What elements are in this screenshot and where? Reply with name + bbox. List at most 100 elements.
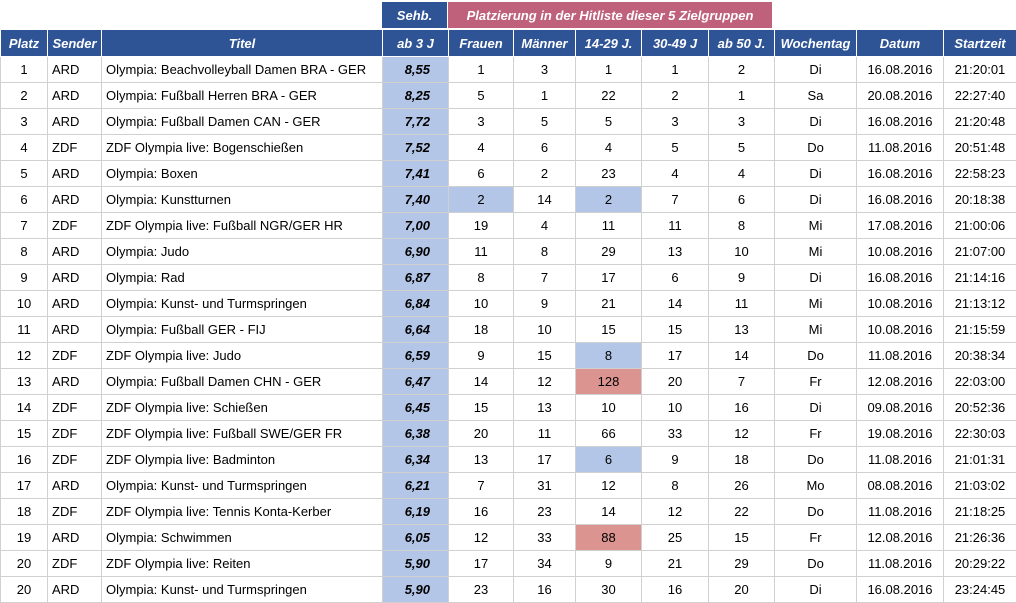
cell-30-49: 16 bbox=[642, 577, 709, 603]
cell-datum: 10.08.2016 bbox=[857, 291, 944, 317]
col-header-sender[interactable]: Sender bbox=[48, 30, 102, 57]
cell-ab-50: 18 bbox=[709, 447, 775, 473]
cell-startzeit: 21:00:06 bbox=[944, 213, 1016, 239]
cell-30-49: 17 bbox=[642, 343, 709, 369]
cell-platz: 11 bbox=[1, 317, 48, 343]
cell-wochentag: Mi bbox=[775, 291, 857, 317]
cell-platz: 8 bbox=[1, 239, 48, 265]
cell-14-29: 29 bbox=[576, 239, 642, 265]
cell-frauen: 4 bbox=[449, 135, 514, 161]
cell-30-49: 33 bbox=[642, 421, 709, 447]
cell-startzeit: 23:24:45 bbox=[944, 577, 1016, 603]
cell-platz: 14 bbox=[1, 395, 48, 421]
cell-maenner: 15 bbox=[514, 343, 576, 369]
col-header-30-49[interactable]: 30-49 J bbox=[642, 30, 709, 57]
cell-sehb: 5,90 bbox=[383, 551, 449, 577]
cell-14-29: 128 bbox=[576, 369, 642, 395]
cell-maenner: 33 bbox=[514, 525, 576, 551]
cell-startzeit: 21:03:02 bbox=[944, 473, 1016, 499]
cell-platz: 5 bbox=[1, 161, 48, 187]
cell-30-49: 8 bbox=[642, 473, 709, 499]
cell-ab-50: 5 bbox=[709, 135, 775, 161]
cell-ab-50: 1 bbox=[709, 83, 775, 109]
col-header-maenner[interactable]: Männer bbox=[514, 30, 576, 57]
cell-startzeit: 22:30:03 bbox=[944, 421, 1016, 447]
cell-sehb: 7,52 bbox=[383, 135, 449, 161]
col-header-wochentag[interactable]: Wochentag bbox=[775, 30, 857, 57]
cell-titel: Olympia: Kunst- und Turmspringen bbox=[102, 291, 383, 317]
cell-14-29: 17 bbox=[576, 265, 642, 291]
cell-sender: ARD bbox=[48, 57, 102, 83]
cell-sehb: 6,19 bbox=[383, 499, 449, 525]
col-header-sehb[interactable]: ab 3 J bbox=[383, 30, 449, 57]
cell-datum: 11.08.2016 bbox=[857, 135, 944, 161]
cell-ab-50: 20 bbox=[709, 577, 775, 603]
cell-sender: ARD bbox=[48, 83, 102, 109]
cell-30-49: 20 bbox=[642, 369, 709, 395]
col-header-titel[interactable]: Titel bbox=[102, 30, 383, 57]
cell-wochentag: Di bbox=[775, 265, 857, 291]
col-header-datum[interactable]: Datum bbox=[857, 30, 944, 57]
cell-ab-50: 2 bbox=[709, 57, 775, 83]
cell-sehb: 6,47 bbox=[383, 369, 449, 395]
cell-startzeit: 20:38:34 bbox=[944, 343, 1016, 369]
cell-frauen: 2 bbox=[449, 187, 514, 213]
cell-titel: ZDF Olympia live: Fußball SWE/GER FR bbox=[102, 421, 383, 447]
cell-titel: Olympia: Fußball Damen CHN - GER bbox=[102, 369, 383, 395]
cell-maenner: 17 bbox=[514, 447, 576, 473]
cell-14-29: 8 bbox=[576, 343, 642, 369]
cell-datum: 08.08.2016 bbox=[857, 473, 944, 499]
col-header-platz[interactable]: Platz bbox=[1, 30, 48, 57]
cell-wochentag: Mi bbox=[775, 213, 857, 239]
cell-frauen: 17 bbox=[449, 551, 514, 577]
cell-sehb: 7,40 bbox=[383, 187, 449, 213]
cell-frauen: 3 bbox=[449, 109, 514, 135]
cell-30-49: 1 bbox=[642, 57, 709, 83]
cell-startzeit: 21:20:01 bbox=[944, 57, 1016, 83]
cell-sender: ARD bbox=[48, 187, 102, 213]
cell-ab-50: 6 bbox=[709, 187, 775, 213]
cell-wochentag: Mi bbox=[775, 317, 857, 343]
cell-titel: ZDF Olympia live: Schießen bbox=[102, 395, 383, 421]
cell-ab-50: 4 bbox=[709, 161, 775, 187]
cell-frauen: 12 bbox=[449, 525, 514, 551]
cell-ab-50: 13 bbox=[709, 317, 775, 343]
cell-sehb: 6,38 bbox=[383, 421, 449, 447]
cell-titel: Olympia: Fußball Herren BRA - GER bbox=[102, 83, 383, 109]
cell-wochentag: Di bbox=[775, 57, 857, 83]
col-header-ab-50[interactable]: ab 50 J. bbox=[709, 30, 775, 57]
cell-14-29: 21 bbox=[576, 291, 642, 317]
col-header-14-29[interactable]: 14-29 J. bbox=[576, 30, 642, 57]
col-header-frauen[interactable]: Frauen bbox=[449, 30, 514, 57]
cell-sender: ARD bbox=[48, 239, 102, 265]
cell-platz: 7 bbox=[1, 213, 48, 239]
cell-30-49: 25 bbox=[642, 525, 709, 551]
cell-wochentag: Mo bbox=[775, 473, 857, 499]
cell-platz: 2 bbox=[1, 83, 48, 109]
cell-titel: Olympia: Kunst- und Turmspringen bbox=[102, 473, 383, 499]
col-header-startzeit[interactable]: Startzeit bbox=[944, 30, 1016, 57]
cell-sender: ZDF bbox=[48, 213, 102, 239]
